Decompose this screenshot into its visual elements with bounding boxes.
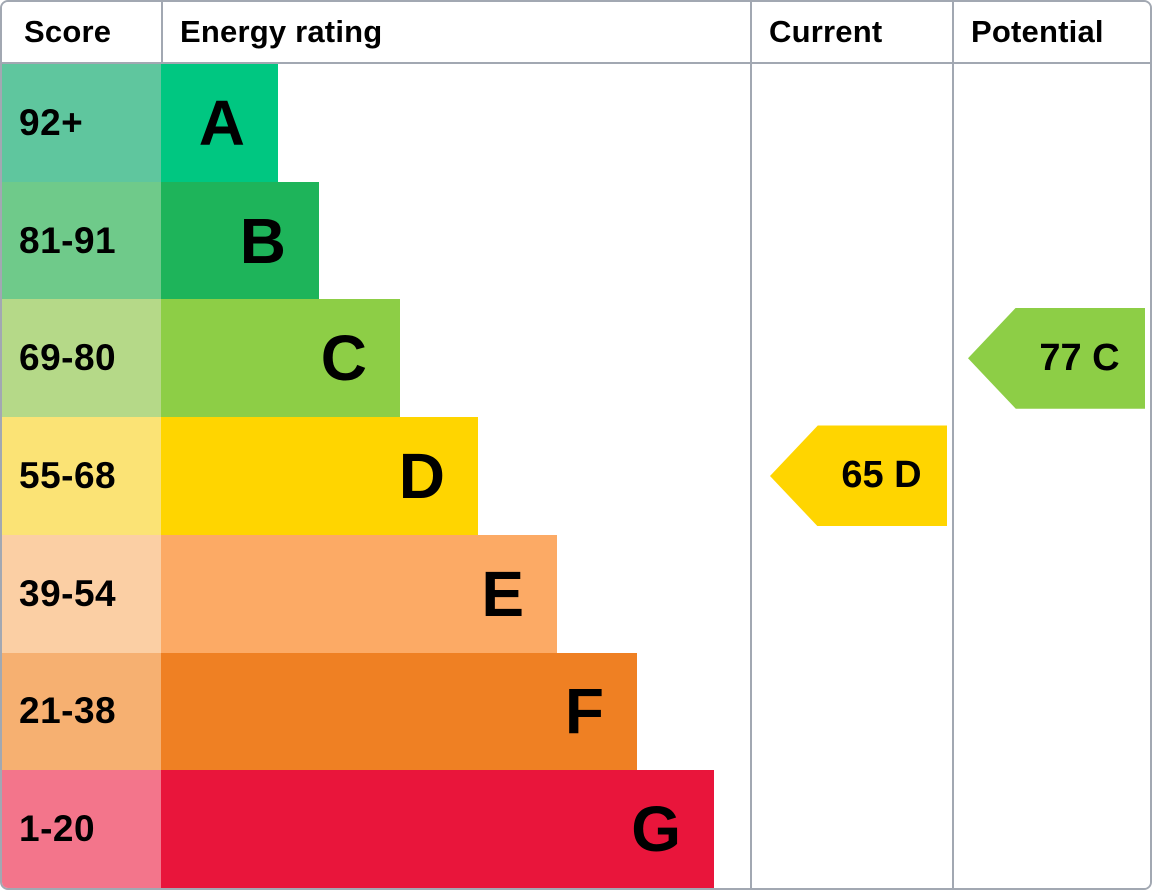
band-bar-A: A [161, 64, 278, 182]
score-range-G: 1-20 [2, 770, 161, 888]
current-rating-label: 65 D [841, 454, 922, 497]
current-cell [750, 64, 952, 182]
band-bar-cell: C [161, 299, 750, 418]
band-bar-cell: F [161, 652, 750, 771]
potential-rating-label: 77 C [1039, 336, 1120, 379]
score-range-C: 69-80 [2, 299, 161, 418]
band-bar-cell: E [161, 534, 750, 653]
band-bar-cell: B [161, 181, 750, 300]
current-cell [750, 652, 952, 771]
band-bar-D: D [161, 417, 478, 535]
score-range-B: 81-91 [2, 181, 161, 300]
current-cell [750, 181, 952, 300]
header-score: Score [2, 2, 161, 64]
potential-cell [952, 534, 1150, 653]
score-range-D: 55-68 [2, 417, 161, 535]
band-bar-B: B [161, 181, 319, 300]
score-range-E: 39-54 [2, 534, 161, 653]
header-energy-rating: Energy rating [161, 2, 750, 64]
potential-cell [952, 417, 1150, 535]
current-cell [750, 534, 952, 653]
band-bar-E: E [161, 534, 557, 653]
potential-cell [952, 652, 1150, 771]
current-cell [750, 770, 952, 888]
header-potential: Potential [952, 2, 1150, 64]
band-bar-cell: D [161, 417, 750, 535]
potential-cell [952, 64, 1150, 182]
score-range-A: 92+ [2, 64, 161, 182]
potential-cell [952, 181, 1150, 300]
band-bar-cell: A [161, 64, 750, 182]
band-bar-cell: G [161, 770, 750, 888]
current-cell: 65 D [750, 417, 952, 535]
band-bar-C: C [161, 299, 400, 418]
band-bar-G: G [161, 770, 714, 888]
current-rating-arrow: 65 D [770, 425, 947, 527]
current-cell [750, 299, 952, 418]
score-range-F: 21-38 [2, 652, 161, 771]
potential-cell [952, 770, 1150, 888]
potential-rating-arrow: 77 C [968, 307, 1145, 409]
potential-cell: 77 C [952, 299, 1150, 418]
band-bar-F: F [161, 652, 637, 771]
header-current: Current [750, 2, 952, 64]
